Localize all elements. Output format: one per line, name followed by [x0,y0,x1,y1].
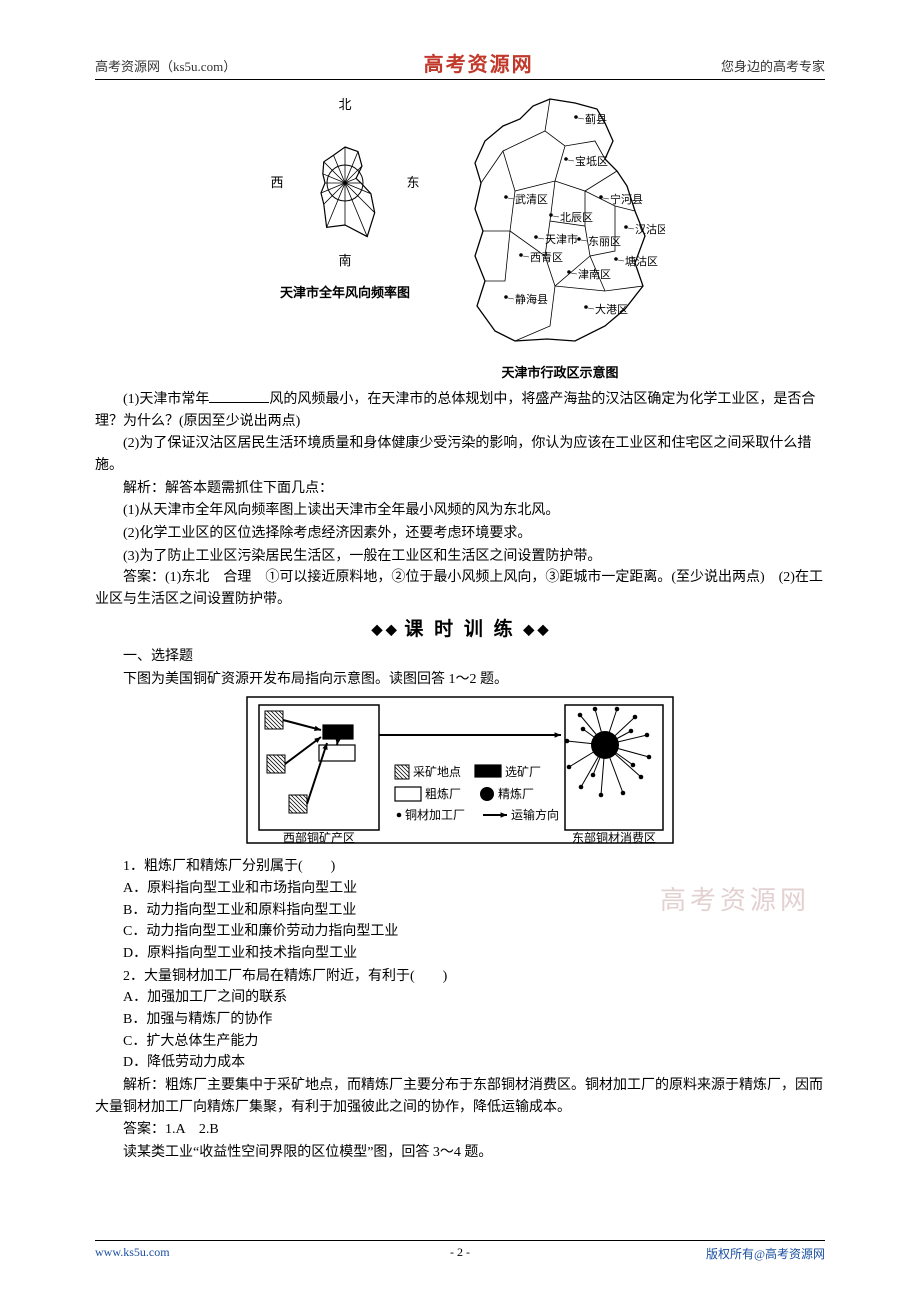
banner-right-icon: ◆ ◆ [523,623,548,638]
wind-rose-svg: 北南 东 西 [255,91,435,271]
mc-q1-c: C．动力指向型工业和廉价劳动力指向型工业 [95,921,825,943]
next-q: 读某类工业“收益性空间界限的区位模型”图，回答 3～4 题。 [95,1142,825,1164]
mc-q2-b: B．加强与精炼厂的协作 [95,1009,825,1031]
svg-text:西部铜矿产区: 西部铜矿产区 [283,830,355,845]
svg-text:精炼厂: 精炼厂 [498,786,534,801]
header-left: 高考资源网（ks5u.com） [95,56,236,75]
svg-text:汉沽区: 汉沽区 [635,223,665,236]
analysis-2: (2)化学工业区的区位选择除考虑经济因素外，还要考虑环境要求。 [95,523,825,545]
footer-right: 版权所有@高考资源网 [706,1245,825,1262]
banner-left-icon: ◆ ◆ [372,623,397,638]
q1-lead: (1)天津市常年 [123,392,209,407]
mc-intro: 下图为美国铜矿资源开发布局指向示意图。读图回答 1～2 题。 [95,669,825,691]
svg-text:宁河县: 宁河县 [610,192,643,206]
svg-text:塘沽区: 塘沽区 [625,254,658,268]
answer-1: 答案：(1)东北 合理 ①可以接近原料地，②位于最小风频上风向，③距城市一定距离… [95,567,825,610]
answer-1-text: 答案：(1)东北 合理 ①可以接近原料地，②位于最小风频上风向，③距城市一定距离… [95,570,823,607]
svg-text:大港区: 大港区 [595,302,628,316]
mc-q1: 1．粗炼厂和精炼厂分别属于( ) [95,856,825,878]
mc-q1-a: A．原料指向型工业和市场指向型工业 [95,878,825,900]
mc-heading: 一、选择题 [95,646,825,668]
district-map-svg: 蓟县宝坻区武清区 宁河县北辰区汉沽区天津市东丽区西青区 塘沽区津南区静海县大港区 [455,91,665,351]
svg-text:选矿厂: 选矿厂 [505,765,541,779]
svg-text:南: 南 [338,253,351,268]
content-area: 北南 东 西 天津市全年风向频率图 蓟县宝坻区武清区 宁河县北辰区汉沽区天津市东丽区西… [95,85,825,1164]
svg-text:北辰区: 北辰区 [560,211,593,224]
analysis-3: (3)为了防止工业区污染居民生活区，一般在工业区和生活区之间设置防护带。 [95,546,825,568]
svg-text:武清区: 武清区 [515,193,548,206]
mc-q2-d: D．降低劳动力成本 [95,1052,825,1074]
district-map-figure: 蓟县宝坻区武清区 宁河县北辰区汉沽区天津市东丽区西青区 塘沽区津南区静海县大港区 天… [455,91,665,383]
svg-text:粗炼厂: 粗炼厂 [425,786,461,801]
svg-text:蓟县: 蓟县 [585,113,607,126]
svg-text:西青区: 西青区 [530,251,563,264]
svg-text:采矿地点: 采矿地点 [413,765,461,779]
analysis-label: 解析：解答本题需抓住下面几点： [95,478,825,500]
svg-text:北: 北 [338,97,351,112]
page-footer: www.ks5u.com - 2 - 版权所有@高考资源网 [95,1240,825,1262]
svg-text:天津市: 天津市 [545,232,578,246]
district-map-caption: 天津市行政区示意图 [455,363,665,383]
figures-row: 北南 东 西 天津市全年风向频率图 蓟县宝坻区武清区 宁河县北辰区汉沽区天津市东丽区西… [95,91,825,383]
mc-q1-b: B．动力指向型工业和原料指向型工业 [95,900,825,922]
question-1: (1)天津市常年风的风频最小，在天津市的总体规划中，将盛产海盐的汉沽区确定为化学… [95,389,825,432]
footer-center: - 2 - [450,1245,470,1260]
svg-text:运输方向: 运输方向 [511,807,559,822]
header-center: 高考资源网 [424,48,534,77]
analysis-b: 解析：粗炼厂主要集中于采矿地点，而精炼厂主要分布于东部铜材消费区。铜材加工厂的原… [95,1075,825,1118]
page-header: 高考资源网（ks5u.com） 高考资源网 您身边的高考专家 [95,48,825,80]
mc-q1-d: D．原料指向型工业和技术指向型工业 [95,943,825,965]
svg-text:铜材加工厂: 铜材加工厂 [405,807,465,822]
svg-text:静海县: 静海县 [515,292,548,306]
mc-q2-c: C．扩大总体生产能力 [95,1031,825,1053]
section-banner: ◆ ◆ 课 时 训 练 ◆ ◆ [95,615,825,644]
footer-left: www.ks5u.com [95,1245,170,1262]
mc-q2: 2．大量铜材加工厂布局在精炼厂附近，有利于( ) [95,966,825,988]
svg-text:宝坻区: 宝坻区 [575,154,608,168]
svg-text:东部铜材消费区: 东部铜材消费区 [572,830,656,845]
svg-text:东丽区: 东丽区 [588,235,621,248]
wind-rose-figure: 北南 东 西 天津市全年风向频率图 [255,91,435,383]
analysis-1: (1)从天津市全年风向频率图上读出天津市全年最小风频的风为东北风。 [95,500,825,522]
svg-text:津南区: 津南区 [578,268,611,281]
wind-rose-caption: 天津市全年风向频率图 [255,283,435,303]
q1-blank [209,389,269,403]
svg-text:西: 西 [270,175,283,190]
mc-q2-a: A．加强加工厂之间的联系 [95,987,825,1009]
header-right: 您身边的高考专家 [721,56,825,75]
answer-b: 答案：1.A 2.B [95,1119,825,1141]
copper-svg: 西部铜矿产区 东部铜材消费区 采矿地点 选矿厂粗炼厂 精炼厂铜材加工厂 运输方向 [245,695,675,845]
banner-text: 课 时 训 练 [404,619,515,640]
question-2: (2)为了保证汉沽区居民生活环境质量和身体健康少受污染的影响，你认为应该在工业区… [95,433,825,476]
svg-text:东: 东 [406,175,419,190]
copper-figure: 西部铜矿产区 东部铜材消费区 采矿地点 选矿厂粗炼厂 精炼厂铜材加工厂 运输方向 [95,695,825,853]
